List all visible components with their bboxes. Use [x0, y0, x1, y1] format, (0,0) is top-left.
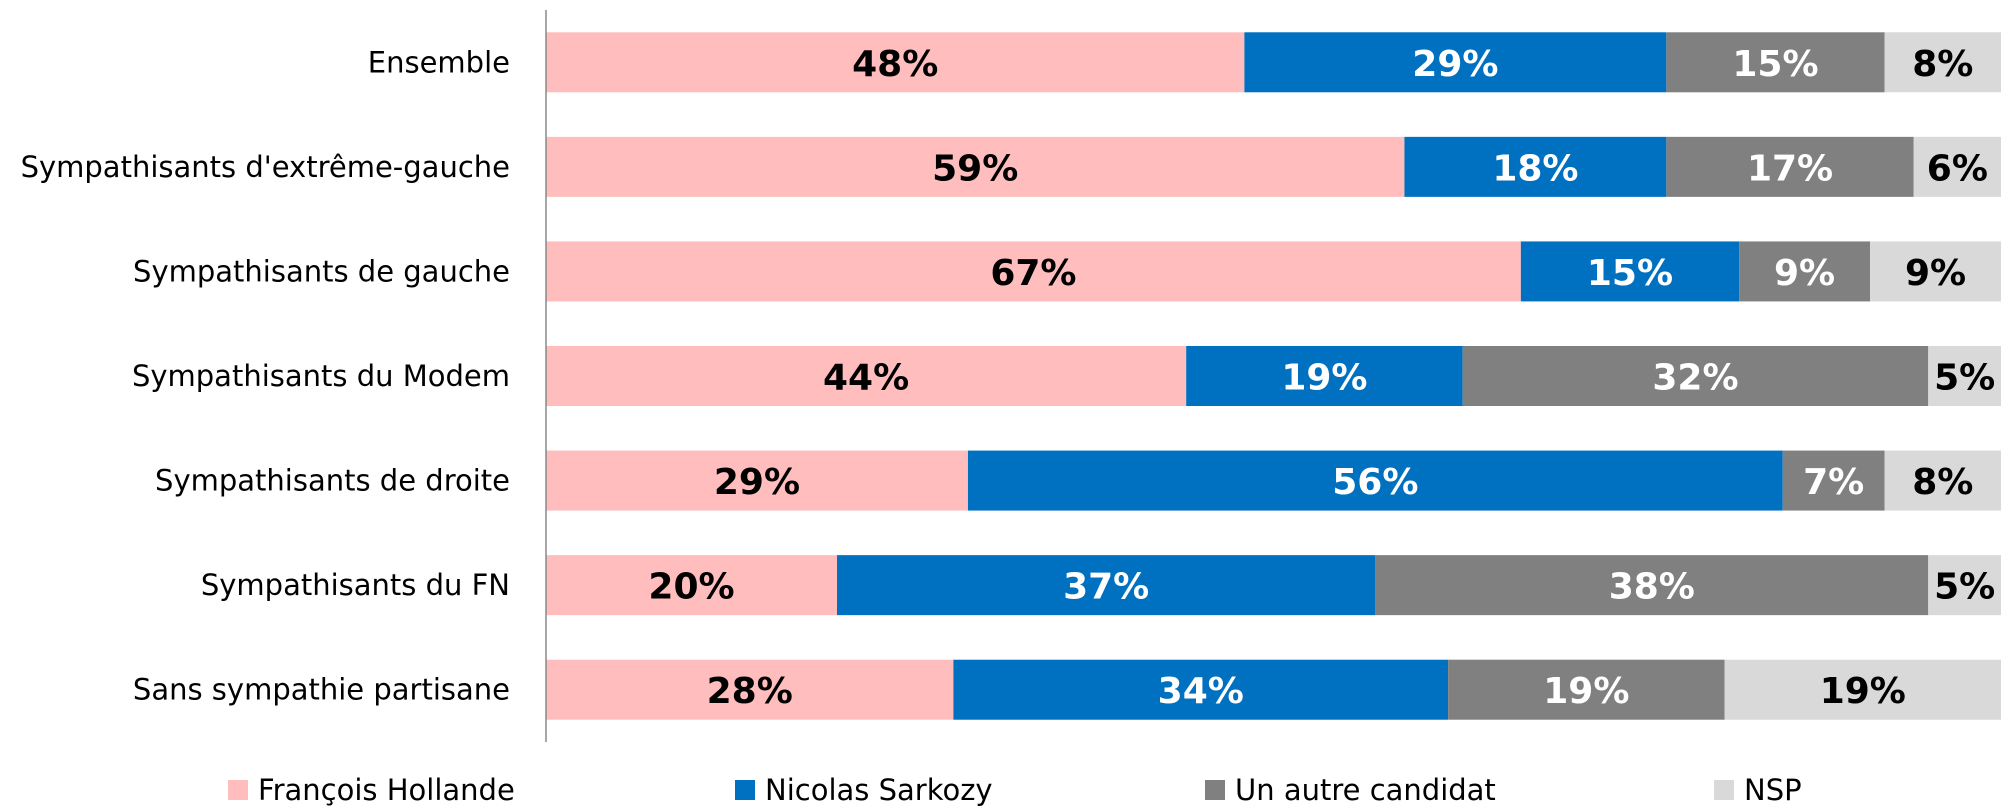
value-label: 28% [707, 671, 793, 712]
value-label: 19% [1820, 671, 1906, 712]
bar-segment [837, 555, 1376, 616]
value-label: 56% [1332, 462, 1418, 503]
value-label: 19% [1543, 671, 1629, 712]
bar-segment [1739, 241, 1871, 302]
value-label: 8% [1912, 462, 1973, 503]
value-label: 5% [1934, 358, 1995, 399]
legend-swatch [228, 780, 248, 800]
bar-segment [1666, 32, 1885, 93]
legend-label: NSP [1744, 773, 1802, 807]
bar-segment [967, 450, 1783, 511]
bar-segment [1520, 241, 1740, 302]
value-label: 20% [648, 567, 734, 608]
bar-segment [546, 241, 1521, 302]
bar-segment [1884, 32, 2001, 93]
value-label: 7% [1803, 462, 1864, 503]
value-label: 19% [1281, 358, 1367, 399]
category-label: Sympathisants de droite [155, 464, 510, 498]
value-label: 29% [714, 462, 800, 503]
value-label: 17% [1747, 148, 1833, 189]
value-label: 32% [1652, 358, 1738, 399]
bar-segment [546, 659, 954, 720]
bar-segment [1928, 555, 2001, 616]
bar-segment [1870, 241, 2001, 302]
legend-label: Un autre candidat [1235, 773, 1496, 807]
category-label: Ensemble [368, 45, 510, 79]
value-label: 9% [1905, 253, 1966, 294]
value-label: 15% [1587, 253, 1673, 294]
bar-segment [546, 450, 968, 511]
category-label: Sympathisants du Modem [132, 359, 510, 393]
value-label: 48% [852, 44, 938, 85]
bar-segment [1375, 555, 1929, 616]
bar-segment [1244, 32, 1667, 93]
value-label: 34% [1158, 671, 1244, 712]
bar-segment [1724, 659, 2001, 720]
value-label: 29% [1412, 44, 1498, 85]
bar-segment [546, 555, 837, 616]
bar-segment [546, 136, 1405, 197]
value-label: 5% [1934, 567, 1995, 608]
value-label: 38% [1609, 567, 1695, 608]
value-label: 59% [932, 148, 1018, 189]
legend-label: Nicolas Sarkozy [765, 773, 993, 807]
bar-segment [546, 346, 1187, 406]
bar-segment [1928, 346, 2001, 406]
bar-segment [1186, 346, 1463, 406]
legend-swatch [1714, 780, 1734, 800]
category-label: Sans sympathie partisane [133, 673, 510, 707]
category-label: Sympathisants d'extrême-gauche [21, 150, 510, 184]
value-label: 8% [1912, 44, 1973, 85]
value-label: 67% [990, 253, 1076, 294]
bar-segment [1884, 450, 2001, 511]
bar-segment [953, 659, 1449, 720]
legend-swatch [735, 780, 755, 800]
bar-segment [546, 32, 1245, 93]
bar-segment [1666, 136, 1914, 197]
legend-swatch [1205, 780, 1225, 800]
value-label: 37% [1063, 567, 1149, 608]
bar-segment [1448, 659, 1725, 720]
value-label: 18% [1492, 148, 1578, 189]
bar-segment [1913, 136, 2001, 197]
legend-label: François Hollande [258, 773, 515, 807]
bar-segment [1404, 136, 1667, 197]
value-label: 15% [1732, 44, 1818, 85]
value-label: 6% [1927, 148, 1988, 189]
bar-segment [1782, 450, 1885, 511]
value-label: 9% [1774, 253, 1835, 294]
category-label: Sympathisants du FN [201, 568, 510, 602]
bar-segment [1462, 346, 1929, 406]
category-label: Sympathisants de gauche [133, 254, 510, 288]
value-label: 44% [823, 358, 909, 399]
